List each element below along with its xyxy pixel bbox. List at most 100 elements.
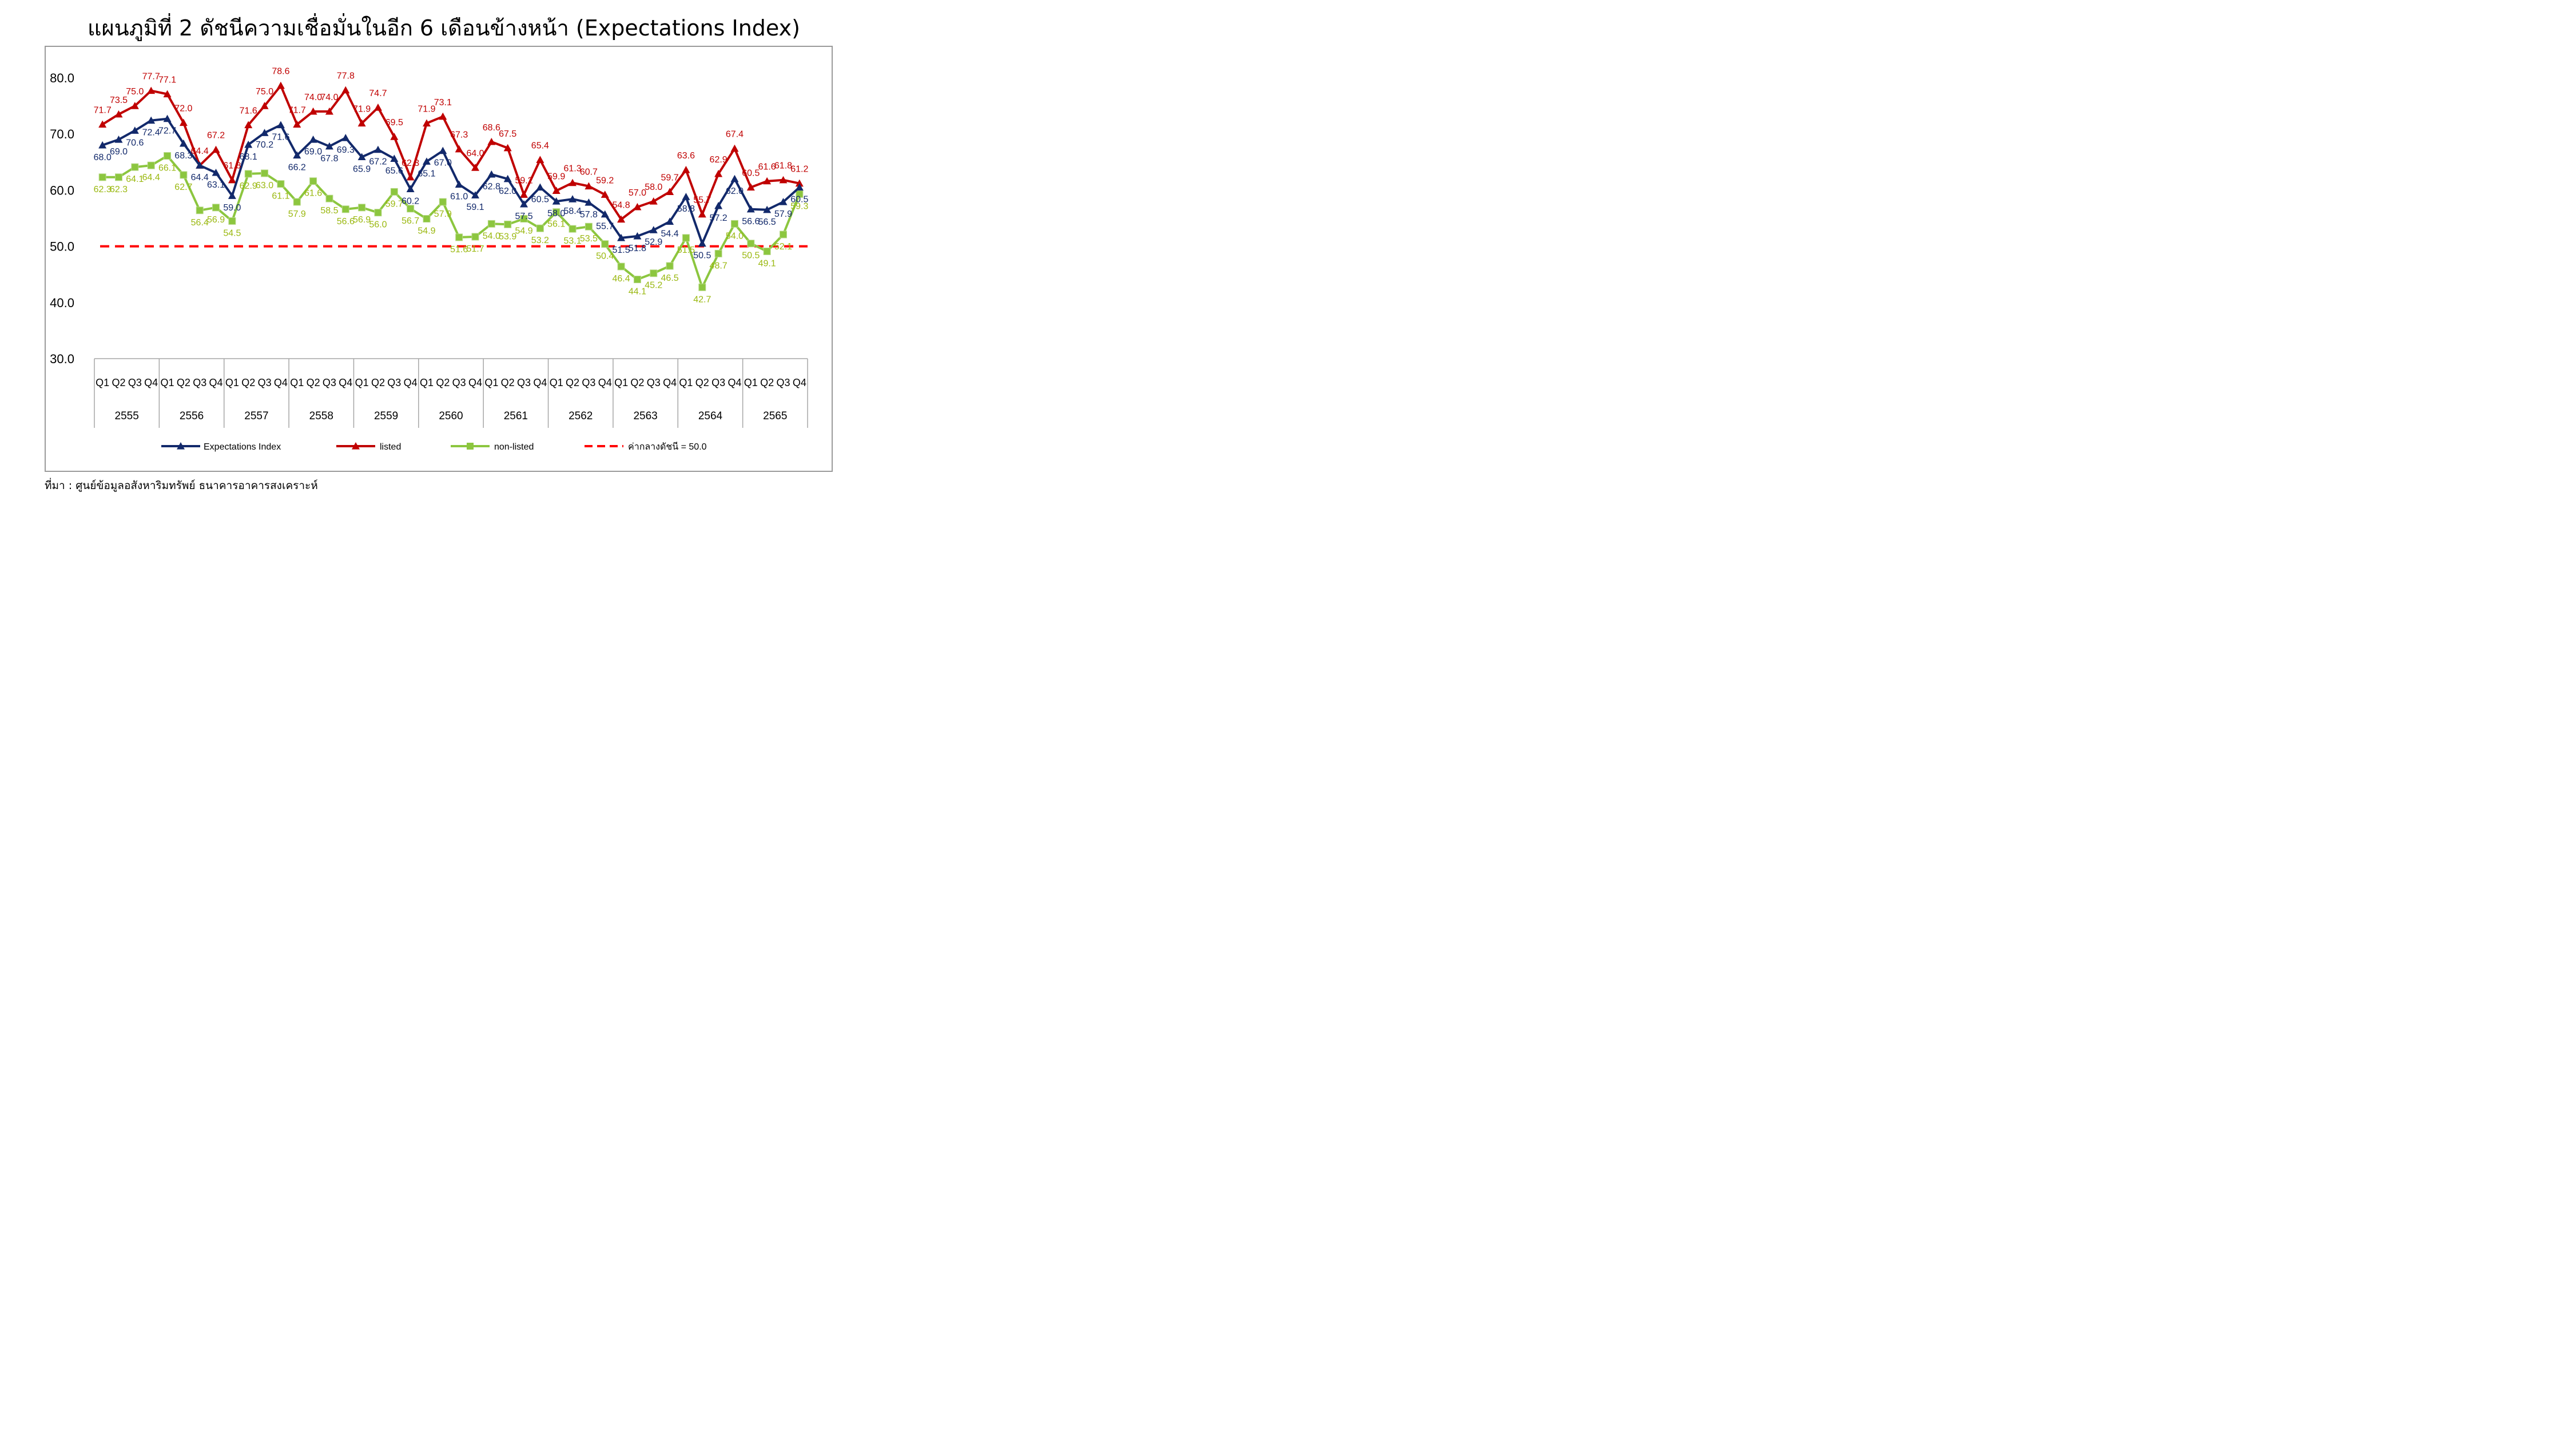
data-label: 48.7 xyxy=(710,261,728,271)
data-point-non-listed xyxy=(601,240,609,248)
data-label: 71.6 xyxy=(272,132,289,142)
quarter-label: Q1 xyxy=(225,377,239,388)
data-label: 58.0 xyxy=(547,209,565,219)
data-point-non-listed xyxy=(698,283,706,291)
data-point-expectations xyxy=(552,197,560,205)
data-label: 70.6 xyxy=(126,138,144,148)
data-point-expectations xyxy=(114,136,123,143)
data-point-listed xyxy=(633,202,642,210)
data-point-listed xyxy=(260,102,269,109)
data-label: 60.5 xyxy=(531,194,549,204)
data-point-expectations xyxy=(649,226,658,233)
data-label: 59.2 xyxy=(596,176,614,185)
data-point-listed xyxy=(536,156,544,163)
data-point-expectations xyxy=(471,191,480,198)
data-label: 61.6 xyxy=(758,162,776,172)
data-label: 67.4 xyxy=(726,130,744,140)
data-label: 71.9 xyxy=(353,105,371,114)
data-label: 57.9 xyxy=(774,209,792,219)
quarter-label: Q4 xyxy=(339,377,352,388)
data-point-expectations xyxy=(666,217,674,225)
year-label: 2564 xyxy=(698,410,723,422)
data-point-listed xyxy=(487,137,496,145)
chart-frame xyxy=(45,46,833,472)
data-label: 64.1 xyxy=(126,174,144,184)
page-title: แผนภูมิที่ 2 ดัชนีความเชื่อมั่นในอีก 6 เ… xyxy=(88,15,800,41)
data-label: 51.5 xyxy=(613,245,630,255)
data-point-listed xyxy=(373,104,382,111)
quarter-label: Q3 xyxy=(776,377,790,388)
year-label: 2563 xyxy=(633,410,657,422)
data-point-listed xyxy=(763,177,772,185)
data-point-expectations xyxy=(341,134,350,141)
data-label: 64.0 xyxy=(466,149,484,158)
data-label: 50.5 xyxy=(742,251,760,261)
data-label: 61.8 xyxy=(774,161,792,171)
data-label: 44.1 xyxy=(629,287,646,297)
data-label: 71.7 xyxy=(94,106,112,116)
data-label: 54.5 xyxy=(223,228,241,238)
data-label: 51.6 xyxy=(450,245,468,255)
data-label: 55.7 xyxy=(596,222,614,232)
data-label: 59.2 xyxy=(515,176,532,185)
data-point-expectations xyxy=(244,140,253,148)
data-point-expectations xyxy=(130,126,139,134)
data-point-non-listed xyxy=(341,205,349,213)
data-label: 67.2 xyxy=(207,131,225,141)
data-label: 62.0 xyxy=(499,186,516,196)
quarter-label: Q1 xyxy=(484,377,498,388)
data-label: 65.6 xyxy=(385,166,403,176)
quarter-label: Q4 xyxy=(468,377,482,388)
data-label: 71.9 xyxy=(418,105,435,114)
data-label: 67.8 xyxy=(320,154,338,164)
data-point-expectations xyxy=(795,183,804,191)
data-point-non-listed xyxy=(325,194,333,202)
data-point-listed xyxy=(503,144,512,152)
data-point-non-listed xyxy=(569,225,577,233)
quarter-label: Q3 xyxy=(452,377,466,388)
data-label: 64.4 xyxy=(191,173,209,182)
data-point-expectations xyxy=(390,154,399,162)
data-point-expectations xyxy=(779,198,788,205)
data-point-non-listed xyxy=(374,209,382,217)
quarter-label: Q4 xyxy=(728,377,741,388)
data-point-expectations xyxy=(601,210,609,218)
data-point-non-listed xyxy=(115,173,123,181)
data-point-non-listed xyxy=(747,240,755,248)
data-label: 68.1 xyxy=(240,152,257,162)
data-point-listed xyxy=(520,190,528,198)
quarter-label: Q2 xyxy=(241,377,255,388)
data-label: 65.4 xyxy=(531,141,549,150)
data-point-expectations xyxy=(569,195,577,202)
data-label: 53.1 xyxy=(563,236,581,246)
data-label: 54.0 xyxy=(483,231,500,241)
quarter-label: Q3 xyxy=(258,377,272,388)
data-label: 60.5 xyxy=(790,194,808,204)
quarter-label: Q1 xyxy=(614,377,628,388)
y-tick-label: 60.0 xyxy=(50,183,74,197)
quarter-label: Q3 xyxy=(323,377,336,388)
data-label: 59.3 xyxy=(790,201,808,211)
data-label: 74.7 xyxy=(369,89,387,98)
data-label: 51.7 xyxy=(466,244,484,254)
data-point-non-listed xyxy=(682,234,690,242)
data-point-listed xyxy=(746,183,755,191)
series-line-listed xyxy=(102,84,800,221)
quarter-label: Q4 xyxy=(533,377,547,388)
year-label: 2559 xyxy=(374,410,398,422)
data-label: 59.9 xyxy=(547,172,565,181)
data-label: 56.9 xyxy=(353,215,371,225)
data-label: 71.6 xyxy=(240,106,257,116)
data-point-expectations xyxy=(487,170,496,178)
data-point-listed xyxy=(147,86,156,94)
y-tick-label: 50.0 xyxy=(50,240,74,254)
quarter-label: Q2 xyxy=(112,377,126,388)
data-label: 62.9 xyxy=(710,155,728,165)
chart-svg: 30.0 40.0 50.0 60.0 70.0 80.0 2555 2556 2557 2558… xyxy=(50,67,808,452)
data-point-listed xyxy=(406,173,415,181)
quarter-label: Q3 xyxy=(128,377,142,388)
quarter-label: Q3 xyxy=(193,377,206,388)
year-label: 2561 xyxy=(504,410,528,422)
data-label: 56.6 xyxy=(742,217,760,227)
data-point-non-listed xyxy=(520,214,528,223)
